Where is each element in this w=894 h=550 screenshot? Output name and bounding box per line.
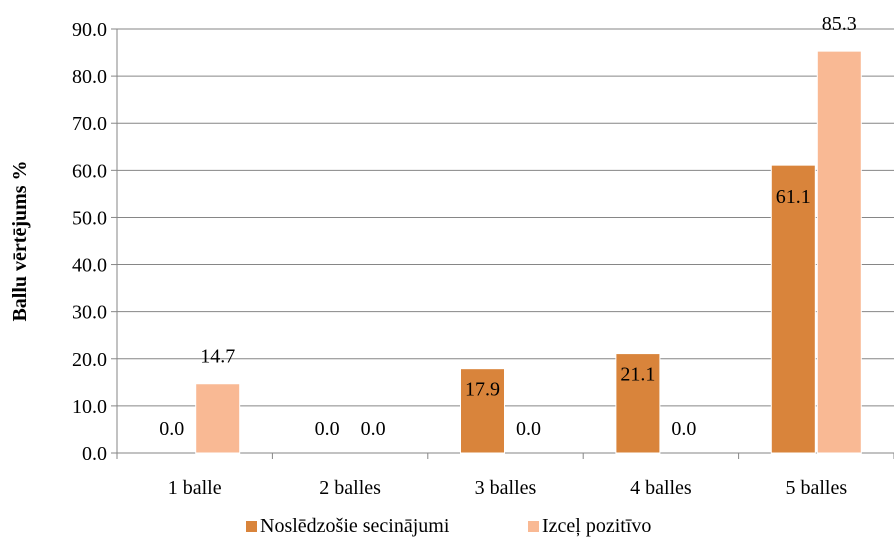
x-tick-label: 1 balle bbox=[168, 477, 222, 499]
y-tick-label: 20.0 bbox=[72, 349, 107, 371]
gridlines bbox=[117, 28, 894, 407]
x-tick-label: 5 balles bbox=[785, 477, 847, 499]
y-tick-label: 30.0 bbox=[72, 302, 107, 324]
data-label: 85.3 bbox=[822, 13, 857, 35]
legend: Noslēdzošie secinājumi Izceļ pozitīvo bbox=[246, 515, 651, 537]
x-tick-label: 3 balles bbox=[475, 477, 537, 499]
data-label: 14.7 bbox=[200, 346, 235, 368]
legend-label: Noslēdzošie secinājumi bbox=[260, 515, 450, 537]
data-label: 17.9 bbox=[465, 379, 500, 401]
data-label: 0.0 bbox=[516, 418, 541, 440]
bar bbox=[460, 368, 505, 454]
data-label: 0.0 bbox=[315, 418, 340, 440]
y-tick-label: 60.0 bbox=[72, 160, 107, 182]
legend-label: Izceļ pozitīvo bbox=[542, 515, 651, 537]
data-label: 61.1 bbox=[776, 186, 811, 208]
y-tick-label: 0.0 bbox=[82, 443, 107, 465]
x-tick-label: 2 balles bbox=[319, 477, 381, 499]
bar bbox=[770, 164, 816, 454]
bar bbox=[615, 353, 661, 454]
data-labels: 0.0 14.7 0.0 0.0 17.9 0.0 21.1 0.0 61.1 85.3 bbox=[159, 13, 857, 440]
x-tick-label: 4 balles bbox=[630, 477, 692, 499]
y-axis-ticks: 0.0 10.0 20.0 30.0 40.0 50.0 60.0 70.0 80.0 90.0 bbox=[72, 19, 117, 465]
y-tick-label: 80.0 bbox=[72, 66, 107, 88]
legend-swatch bbox=[246, 521, 257, 532]
y-tick-label: 40.0 bbox=[72, 255, 107, 277]
y-tick-label: 10.0 bbox=[72, 396, 107, 418]
y-tick-label: 70.0 bbox=[72, 113, 107, 135]
bars bbox=[195, 50, 862, 454]
data-label: 0.0 bbox=[671, 418, 696, 440]
data-label: 0.0 bbox=[361, 418, 386, 440]
y-tick-label: 90.0 bbox=[72, 19, 107, 41]
legend-swatch bbox=[528, 521, 539, 532]
x-axis-ticks: 1 balle 2 balles 3 balles 4 balles 5 balles bbox=[116, 453, 894, 499]
data-label: 0.0 bbox=[159, 418, 184, 440]
y-tick-label: 50.0 bbox=[72, 207, 107, 229]
data-label: 21.1 bbox=[620, 364, 655, 386]
bar bbox=[195, 383, 241, 454]
bar bbox=[816, 50, 862, 454]
y-axis-label: Ballu vērtējums % bbox=[9, 160, 31, 321]
